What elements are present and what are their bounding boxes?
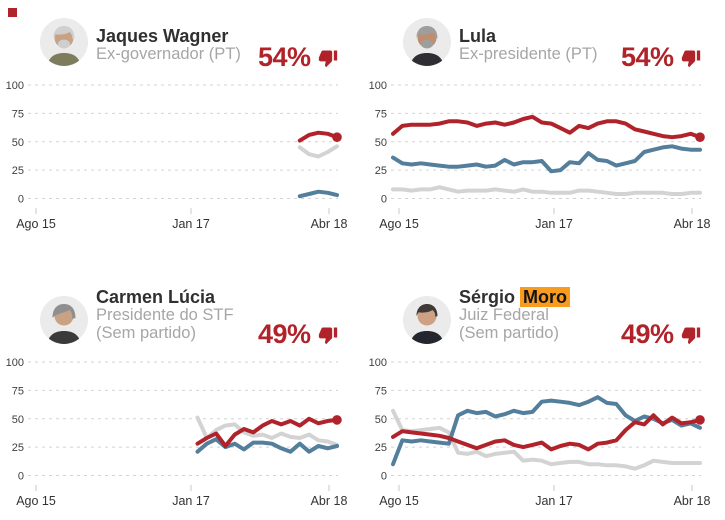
svg-text:100: 100 xyxy=(6,357,24,369)
svg-text:Jan 17: Jan 17 xyxy=(535,494,573,508)
svg-text:Abr 18: Abr 18 xyxy=(674,217,711,231)
svg-text:25: 25 xyxy=(12,442,24,454)
avatar xyxy=(40,296,88,344)
svg-text:Ago 15: Ago 15 xyxy=(379,217,419,231)
svg-text:0: 0 xyxy=(381,194,387,206)
rejection-value: 49% xyxy=(258,319,338,350)
person-photo-icon xyxy=(40,296,88,344)
person-role: Ex-presidente (PT) xyxy=(459,45,598,63)
svg-text:50: 50 xyxy=(375,414,387,426)
person-header: Lula Ex-presidente (PT) xyxy=(459,27,597,64)
person-name: Lula xyxy=(459,27,597,46)
person-name-text: Lula xyxy=(459,26,497,46)
person-photo-icon xyxy=(403,18,451,66)
person-header: Carmen Lúcia Presidente do STF (Sem part… xyxy=(96,288,234,342)
rejection-trend-chart: 0 25 50 75 100 Ago 15 Jan 17 Abr 18 xyxy=(6,357,348,508)
person-photo-icon xyxy=(403,296,451,344)
red-square-marker xyxy=(8,8,17,17)
svg-text:100: 100 xyxy=(369,357,387,369)
svg-text:Abr 18: Abr 18 xyxy=(311,494,348,508)
thumb-down-icon xyxy=(318,327,337,344)
svg-text:Ago 15: Ago 15 xyxy=(16,494,56,508)
svg-text:0: 0 xyxy=(18,471,24,483)
svg-text:0: 0 xyxy=(381,471,387,483)
person-name: Jaques Wagner xyxy=(96,27,241,46)
person-header: Jaques Wagner Ex-governador (PT) xyxy=(96,27,241,64)
panel-sergio-moro: Sérgio Moro Juiz Federal (Sem partido) 4… xyxy=(363,262,725,520)
svg-text:Jan 17: Jan 17 xyxy=(172,494,210,508)
rejection-value: 54% xyxy=(621,42,701,73)
svg-text:0: 0 xyxy=(18,194,24,206)
rejection-percent: 54% xyxy=(258,42,311,72)
avatar xyxy=(40,18,88,66)
panel-carmen-lucia: Carmen Lúcia Presidente do STF (Sem part… xyxy=(0,262,362,520)
svg-text:25: 25 xyxy=(375,165,387,177)
person-name-highlight: Moro xyxy=(520,287,571,307)
person-party: (Sem partido) xyxy=(96,323,196,342)
rejection-value: 49% xyxy=(621,319,701,350)
svg-text:Jan 17: Jan 17 xyxy=(172,217,210,231)
person-photo-icon xyxy=(40,18,88,66)
rejection-trend-chart: 0 25 50 75 100 Ago 15 Jan 17 Abr 18 xyxy=(6,80,348,231)
thumb-down-icon xyxy=(681,327,700,344)
svg-text:50: 50 xyxy=(12,137,24,149)
person-role: Juiz Federal xyxy=(459,306,549,324)
rejection-trend-chart: 0 25 50 75 100 Ago 15 Jan 17 Abr 18 xyxy=(369,80,711,231)
person-name-text: Jaques Wagner xyxy=(96,26,229,46)
svg-text:25: 25 xyxy=(12,165,24,177)
svg-text:50: 50 xyxy=(12,414,24,426)
svg-text:Ago 15: Ago 15 xyxy=(379,494,419,508)
rejection-percent: 49% xyxy=(258,319,311,349)
thumb-down-icon xyxy=(318,50,337,67)
thumb-down-icon xyxy=(681,50,700,67)
svg-text:75: 75 xyxy=(12,385,24,397)
rejection-percent: 49% xyxy=(621,319,674,349)
avatar xyxy=(403,296,451,344)
person-party: (Sem partido) xyxy=(459,323,559,342)
person-name: Sérgio Moro xyxy=(459,287,571,307)
person-name-text: Sérgio xyxy=(459,287,516,307)
avatar xyxy=(403,18,451,66)
rejection-value: 54% xyxy=(258,42,338,73)
person-role: Presidente do STF xyxy=(96,306,234,324)
person-name-text: Carmen Lúcia xyxy=(96,287,216,307)
rejection-percent: 54% xyxy=(621,42,674,72)
person-header: Sérgio Moro Juiz Federal (Sem partido) xyxy=(459,287,571,342)
svg-text:Jan 17: Jan 17 xyxy=(535,217,573,231)
svg-text:50: 50 xyxy=(375,137,387,149)
person-name: Carmen Lúcia xyxy=(96,288,234,307)
svg-text:25: 25 xyxy=(375,442,387,454)
svg-text:100: 100 xyxy=(6,80,24,92)
svg-text:100: 100 xyxy=(369,80,387,92)
rejection-trend-chart: 0 25 50 75 100 Ago 15 Jan 17 Abr 18 xyxy=(369,357,711,508)
svg-text:75: 75 xyxy=(375,108,387,120)
svg-text:Abr 18: Abr 18 xyxy=(674,494,711,508)
panel-jaques-wagner: Jaques Wagner Ex-governador (PT) 54% 0 25… xyxy=(0,0,362,258)
panel-lula: Lula Ex-presidente (PT) 54% 0 25 50 75 100 Ag… xyxy=(363,0,725,258)
svg-text:75: 75 xyxy=(12,108,24,120)
svg-text:Abr 18: Abr 18 xyxy=(311,217,348,231)
svg-text:75: 75 xyxy=(375,385,387,397)
svg-text:Ago 15: Ago 15 xyxy=(16,217,56,231)
person-role: Ex-governador (PT) xyxy=(96,45,241,63)
